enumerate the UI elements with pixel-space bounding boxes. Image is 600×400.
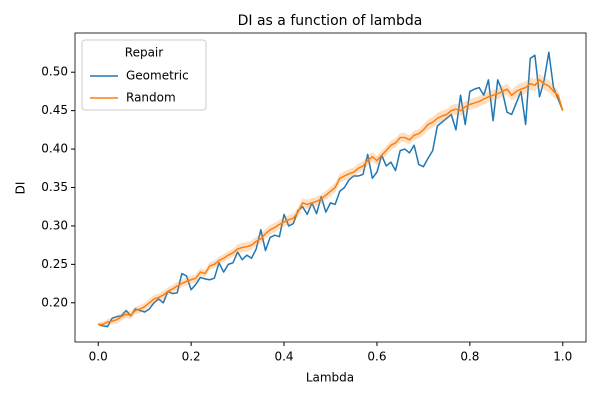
- y-tick-label: 0.25: [41, 257, 68, 271]
- legend-title: Repair: [125, 46, 163, 60]
- x-tick-label: 0.2: [182, 350, 201, 364]
- legend-box: [81, 39, 207, 111]
- x-tick-label: 1.0: [553, 350, 572, 364]
- y-tick-label: 0.45: [41, 103, 68, 117]
- y-tick-label: 0.50: [41, 65, 68, 79]
- y-tick-label: 0.35: [41, 180, 68, 194]
- x-axis-label: Lambda: [306, 371, 354, 385]
- series-line: [97, 51, 564, 328]
- x-tick-label: 0.4: [274, 350, 293, 364]
- legend-label: Geometric: [126, 69, 189, 83]
- y-axis-label: DI: [14, 182, 28, 195]
- chart-title: DI as a function of lambda: [238, 13, 423, 29]
- x-tick-label: 0.8: [460, 350, 479, 364]
- series-line: [98, 79, 564, 326]
- y-tick-label: 0.20: [41, 295, 68, 309]
- y-tick-label: 0.30: [41, 218, 68, 232]
- legend-label: Random: [126, 91, 176, 105]
- plot-frame: [74, 32, 587, 343]
- y-tick-label: 0.40: [41, 142, 68, 156]
- x-tick-label: 0.6: [367, 350, 386, 364]
- x-tick-label: 0.0: [89, 350, 108, 364]
